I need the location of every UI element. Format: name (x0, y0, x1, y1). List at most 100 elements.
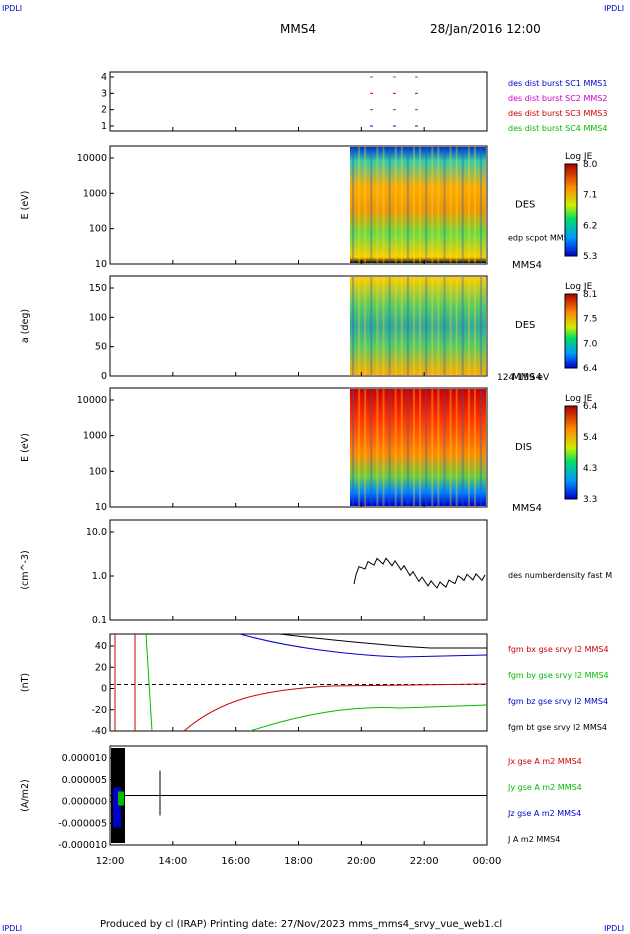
by-line (249, 704, 488, 732)
heatmap-stripe (394, 389, 397, 506)
panel-frame (109, 633, 488, 732)
legend-entry: des dist burst SC1 MMS1 (508, 79, 607, 88)
legend-entry: Jy gse A m2 MMS4 (507, 783, 582, 792)
heatmap-stripe (461, 389, 464, 506)
y-tick-label: -0.000005 (58, 818, 107, 829)
y-tick-label: 0 (101, 684, 107, 695)
spacecraft-title: MMS4 (280, 22, 316, 36)
y-axis-label: a (deg) (20, 309, 31, 343)
y-axis-label: E (eV) (20, 433, 31, 462)
heatmap-stripe (437, 277, 440, 375)
heatmap-stripe (425, 147, 428, 263)
heatmap-stripe (406, 147, 409, 263)
heatmap-stripe (413, 389, 415, 506)
colorbar (564, 293, 578, 369)
heatmap-stripe (437, 147, 440, 263)
heatmap-stripe (419, 147, 422, 263)
datetime-title: 28/Jan/2016 12:00 (430, 22, 541, 36)
y-tick-label: 0 (101, 371, 107, 382)
heatmap-stripe (443, 147, 446, 263)
heatmap-stripe (467, 389, 470, 506)
heatmap-stripe (425, 389, 428, 506)
colorbar-tick: 5.4 (583, 433, 598, 443)
heatmap-stripe (394, 147, 397, 263)
colorbar-tick: 8.1 (583, 290, 597, 300)
heatmap-stripe (400, 277, 403, 375)
y-tick-label: 10 (95, 259, 107, 270)
y-tick-label: 150 (89, 283, 107, 294)
heatmap-stripe (358, 277, 361, 375)
colorbar-title: Log JE (565, 152, 593, 162)
legend-entry: Jz gse A m2 MMS4 (507, 809, 581, 818)
heatmap-stripe (382, 277, 385, 375)
y-axis-label: (cm^-3) (20, 550, 31, 589)
x-tick-label: 14:00 (158, 856, 187, 867)
heatmap-stripe (382, 147, 385, 263)
heatmap-stripe (455, 277, 458, 375)
heatmap-stripe (388, 277, 391, 375)
heatmap-region (350, 277, 486, 375)
panel-frame (109, 71, 488, 132)
heatmap-stripe (449, 389, 452, 506)
footer-credit: Produced by cl (IRAP) Printing date: 27/… (100, 919, 503, 930)
heatmap-stripe (449, 147, 452, 263)
colorbar-tick: 4.3 (583, 464, 597, 474)
y-tick-label: 1 (101, 121, 107, 132)
colorbar (564, 163, 578, 257)
legend-entry: des dist burst SC2 MMS2 (508, 94, 607, 103)
panel-label: DIS (515, 442, 532, 453)
heatmap-stripe (449, 277, 452, 375)
heatmap-stripe (480, 147, 483, 263)
y-tick-label: 1.0 (92, 571, 107, 582)
colorbar-tick: 5.3 (583, 252, 597, 262)
overlay-label: edp scpot MMS4 (508, 233, 574, 242)
legend-entry: fgm by gse srvy l2 MMS4 (508, 671, 609, 680)
colorbar-tick: 6.4 (583, 402, 598, 412)
x-tick-label: 20:00 (347, 856, 376, 867)
heatmap-stripe (474, 389, 476, 506)
heatmap-region (350, 389, 486, 506)
heatmap-stripe (364, 277, 367, 375)
colorbar-tick: 8.0 (583, 160, 598, 170)
y-tick-label: 4 (101, 72, 107, 83)
y-tick-label: 10000 (77, 153, 107, 164)
heatmap-stripe (364, 147, 367, 263)
panel-label: DES (515, 320, 535, 331)
y-tick-label: 2 (101, 105, 107, 116)
corner-label-bottom-right: IPDLI (604, 924, 625, 933)
heatmap-stripe (376, 277, 379, 375)
bt-line (279, 633, 487, 649)
y-axis-label: E (eV) (20, 191, 31, 220)
heatmap-stripe (352, 389, 354, 506)
corner-label-bottom-left: IPDLI (2, 924, 23, 933)
heatmap-stripe (480, 389, 483, 506)
heatmap-stripe (358, 147, 361, 263)
heatmap-stripe (425, 277, 428, 375)
y-tick-label: 3 (101, 88, 107, 99)
x-tick-label: 22:00 (410, 856, 439, 867)
heatmap-stripe (467, 277, 470, 375)
y-tick-label: -0.000010 (58, 840, 107, 851)
by-spike (145, 633, 153, 732)
bz-line (239, 633, 488, 658)
panel-label: DES (515, 199, 535, 210)
y-tick-label: 10.0 (86, 527, 107, 538)
y-tick-label: -20 (91, 705, 107, 716)
heatmap-stripe (419, 389, 422, 506)
heatmap-stripe (376, 389, 379, 506)
heatmap-stripe (352, 277, 354, 375)
legend-entry: des numberdensity fast M (508, 571, 612, 580)
legend-entry: Jx gse A m2 MMS4 (507, 757, 582, 766)
colorbar-tick: 6.4 (583, 364, 598, 374)
heatmap-stripe (406, 389, 409, 506)
heatmap-stripe (376, 147, 379, 263)
heatmap-stripe (474, 147, 476, 263)
y-axis-label: (nT) (20, 673, 31, 692)
x-tick-label: 18:00 (284, 856, 313, 867)
y-tick-label: 100 (89, 312, 107, 323)
colorbar-tick: 6.2 (583, 221, 597, 231)
bx-line (183, 683, 488, 732)
panel-frame (109, 519, 488, 621)
heatmap-stripe (443, 277, 446, 375)
